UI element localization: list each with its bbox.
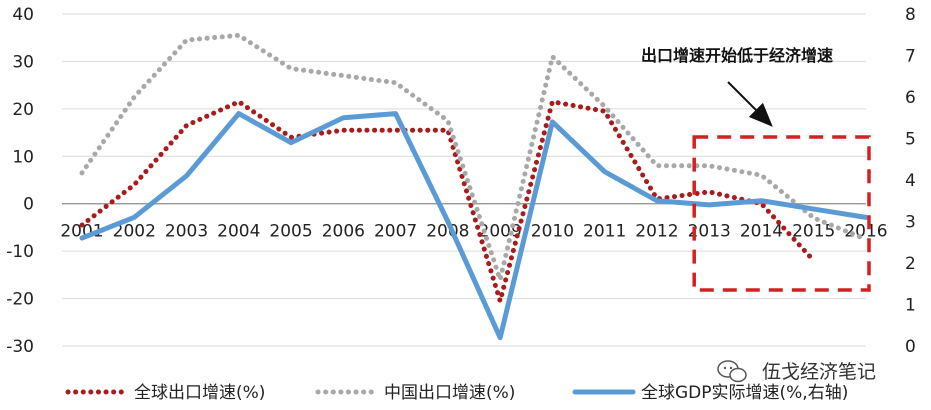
right-tick-label: 3 (905, 213, 916, 233)
x-tick-label: 2013 (688, 222, 731, 242)
left-tick-label: 20 (12, 100, 34, 120)
annotation-box (692, 135, 871, 292)
legend-label: 全球GDP实际增速(%,右轴) (641, 383, 848, 403)
annotation-text: 出口增速开始低于经济增速 (641, 46, 833, 65)
x-tick-label: 2011 (583, 222, 626, 242)
left-tick-label: -20 (6, 290, 34, 310)
right-tick-label: 7 (905, 47, 916, 67)
left-tick-label: 0 (23, 195, 34, 215)
right-tick-label: 4 (905, 171, 916, 191)
x-tick-label: 2005 (269, 222, 312, 242)
legend: 全球出口增速(%) 中国出口增速(%) 全球GDP实际增速(%,右轴) (65, 383, 848, 403)
watermark-text: 伍戈经济笔记 (762, 361, 876, 383)
legend-label: 全球出口增速(%) (134, 383, 265, 403)
x-tick-label: 2008 (426, 222, 469, 242)
x-tick-label: 2003 (165, 222, 208, 242)
left-tick-label: -30 (6, 337, 34, 357)
watermark: 伍戈经济笔记 (717, 360, 876, 383)
right-tick-label: 6 (905, 88, 916, 108)
right-tick-label: 1 (905, 296, 916, 316)
right-tick-label: 8 (905, 5, 916, 25)
left-tick-label: 40 (12, 5, 34, 25)
series-line (79, 32, 869, 283)
right-tick-label: 0 (905, 337, 916, 357)
series-line (79, 111, 869, 341)
x-tick-label: 2002 (113, 222, 156, 242)
x-tick-label: 2006 (322, 222, 365, 242)
x-tick-label: 2015 (792, 222, 835, 242)
wechat-icon (717, 360, 747, 383)
x-tick-label: 2001 (60, 222, 103, 242)
legend-label: 中国出口增速(%) (384, 383, 515, 403)
x-tick-label: 2014 (740, 222, 783, 242)
x-tick-label: 2007 (374, 222, 417, 242)
annotation-arrow (727, 81, 773, 127)
x-tick-label: 2010 (531, 222, 574, 242)
left-tick-label: -10 (6, 242, 34, 262)
right-tick-label: 5 (905, 130, 916, 150)
x-tick-label: 2016 (844, 222, 887, 242)
x-tick-label: 2004 (217, 222, 260, 242)
x-tick-label: 2012 (635, 222, 678, 242)
left-tick-label: 30 (12, 52, 34, 72)
series-line (79, 99, 817, 304)
right-tick-label: 2 (905, 254, 916, 274)
left-tick-label: 10 (12, 147, 34, 167)
